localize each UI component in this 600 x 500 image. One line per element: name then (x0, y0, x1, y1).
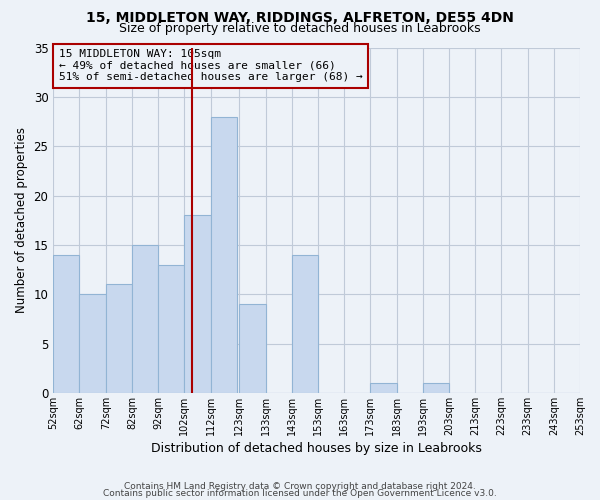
Text: 15 MIDDLETON WAY: 105sqm
← 49% of detached houses are smaller (66)
51% of semi-d: 15 MIDDLETON WAY: 105sqm ← 49% of detach… (59, 49, 362, 82)
Text: 15, MIDDLETON WAY, RIDDINGS, ALFRETON, DE55 4DN: 15, MIDDLETON WAY, RIDDINGS, ALFRETON, D… (86, 11, 514, 25)
Bar (79, 294, 106, 393)
Bar (239, 304, 266, 393)
Bar (184, 216, 211, 393)
Bar (106, 284, 132, 393)
Y-axis label: Number of detached properties: Number of detached properties (15, 127, 28, 313)
Bar (423, 383, 449, 393)
Text: Contains public sector information licensed under the Open Government Licence v3: Contains public sector information licen… (103, 489, 497, 498)
Bar (53, 254, 79, 393)
Bar (370, 383, 397, 393)
Bar (292, 254, 318, 393)
X-axis label: Distribution of detached houses by size in Leabrooks: Distribution of detached houses by size … (151, 442, 482, 455)
Text: Contains HM Land Registry data © Crown copyright and database right 2024.: Contains HM Land Registry data © Crown c… (124, 482, 476, 491)
Text: Size of property relative to detached houses in Leabrooks: Size of property relative to detached ho… (119, 22, 481, 35)
Bar (132, 245, 158, 393)
Bar (158, 264, 184, 393)
Bar (211, 116, 237, 393)
